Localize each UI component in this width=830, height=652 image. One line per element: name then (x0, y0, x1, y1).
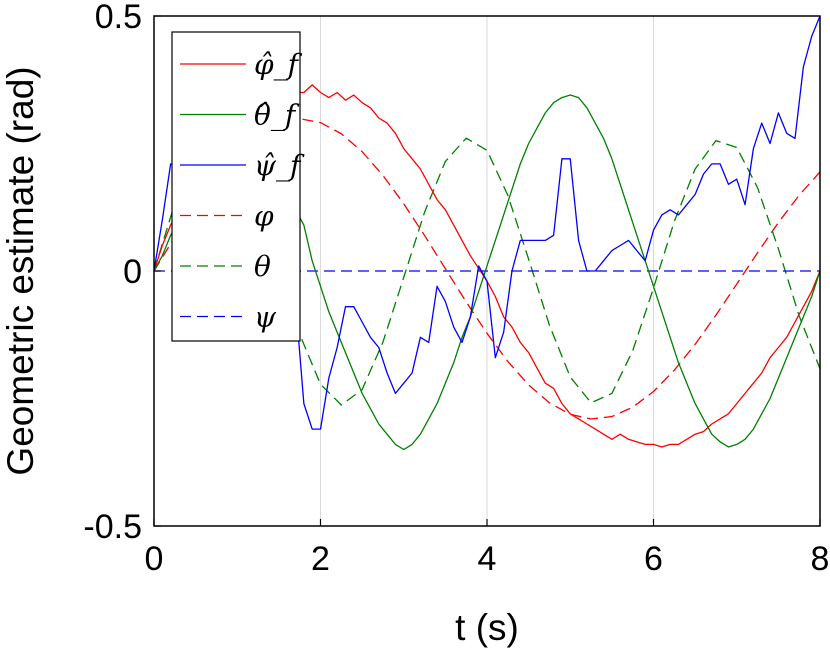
x-tick-label-4: 8 (811, 540, 830, 578)
series-line-3 (154, 118, 820, 420)
legend-label-5: ψ (254, 301, 277, 334)
x-axis-label: t (s) (455, 607, 519, 648)
legend-label-1: θ̂_f (254, 99, 300, 132)
ticks: 0 2 4 6 8-0.500.5 (83, 0, 829, 578)
y-tick-label-2: 0.5 (95, 0, 142, 36)
legend-label-3: φ (254, 200, 274, 233)
legend-box (171, 31, 301, 342)
legend-label-2: ψ̂_f (254, 149, 305, 182)
y-axis-label: Geometric estimate (rad) (0, 66, 41, 475)
x-tick-label-3: 6 (644, 540, 663, 578)
x-tick-label-2: 4 (478, 540, 497, 578)
legend-label-4: θ (254, 250, 271, 283)
y-tick-label-1: 0 (123, 253, 142, 291)
x-tick-label-0: 0 (145, 540, 164, 578)
y-tick-label-0: -0.5 (83, 508, 142, 546)
legend: φ̂_f θ̂_f ψ̂_f φθψ (171, 31, 305, 342)
legend-label-0: φ̂_f (254, 48, 303, 81)
x-tick-label-1: 2 (311, 540, 330, 578)
